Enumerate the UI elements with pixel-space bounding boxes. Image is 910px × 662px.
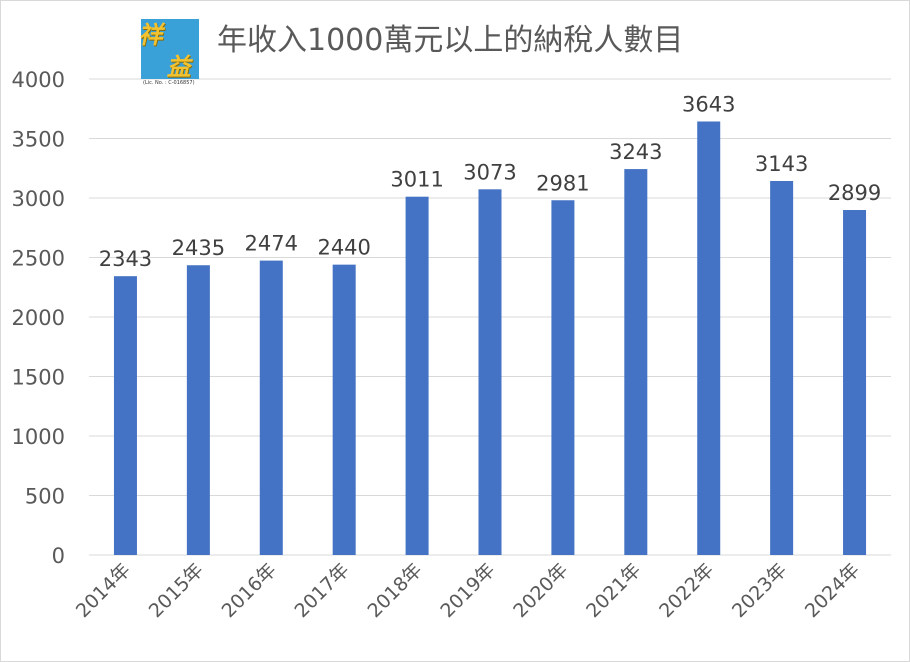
bar [551, 200, 575, 556]
x-axis-ticks: 2014年 2015年 2016年 2017年 2018年 2019年 2020年 2021年… [72, 559, 864, 622]
y-axis-ticks: 0 500 1000 1500 2000 2500 3000 3500 4000 [12, 68, 65, 568]
x-tick-label: 2020年 [509, 559, 572, 622]
data-label: 2899 [828, 181, 881, 205]
x-tick-label: 2017年 [291, 559, 354, 622]
data-label: 3243 [609, 140, 662, 164]
data-label: 2981 [536, 171, 589, 195]
bar [332, 264, 356, 555]
bar [697, 121, 721, 555]
data-label: 3073 [463, 160, 516, 184]
y-tick-label: 3000 [12, 187, 65, 211]
data-label: 2435 [172, 236, 225, 260]
bar [770, 180, 794, 555]
x-tick-label: 2021年 [582, 559, 645, 622]
logo-badge [141, 19, 199, 79]
x-tick-label: 2023年 [728, 559, 791, 622]
bar [624, 169, 648, 555]
x-tick-label: 2018年 [363, 559, 426, 622]
y-tick-label: 1000 [12, 425, 65, 449]
data-label: 3011 [390, 168, 443, 192]
bars [113, 121, 867, 556]
data-label: 2474 [245, 232, 298, 256]
x-tick-label: 2016年 [218, 559, 281, 622]
x-tick-label: 2024年 [801, 559, 864, 622]
y-tick-label: 500 [25, 485, 65, 509]
y-tick-label: 4000 [12, 68, 65, 92]
bar [478, 189, 502, 556]
data-label: 3143 [755, 152, 808, 176]
data-labels: 2343 2435 2474 2440 3011 3073 2981 3243 3643 3143… [99, 92, 882, 271]
bar [113, 276, 137, 555]
y-tick-label: 2000 [12, 306, 65, 330]
bar [405, 196, 429, 556]
x-tick-label: 2022年 [655, 559, 718, 622]
logo-license: (Lic. No. : C-016857) [143, 80, 195, 86]
bar [186, 265, 210, 555]
chart-title: 年收入1000萬元以上的納稅人數目 [217, 23, 684, 58]
bar [259, 260, 283, 555]
y-tick-label: 1500 [12, 366, 65, 390]
x-tick-label: 2014年 [72, 559, 135, 622]
x-tick-label: 2019年 [436, 559, 499, 622]
company-logo: 祥 益 (Lic. No. : C-016857) [137, 15, 203, 87]
bar [843, 210, 867, 556]
data-label: 2440 [317, 236, 370, 260]
y-tick-label: 0 [52, 544, 65, 568]
data-label: 3643 [682, 92, 735, 116]
y-tick-label: 2500 [12, 247, 65, 271]
x-tick-label: 2015年 [145, 559, 208, 622]
data-label: 2343 [99, 247, 152, 271]
y-tick-label: 3500 [12, 128, 65, 152]
